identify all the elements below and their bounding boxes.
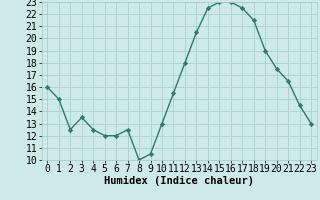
- X-axis label: Humidex (Indice chaleur): Humidex (Indice chaleur): [104, 176, 254, 186]
